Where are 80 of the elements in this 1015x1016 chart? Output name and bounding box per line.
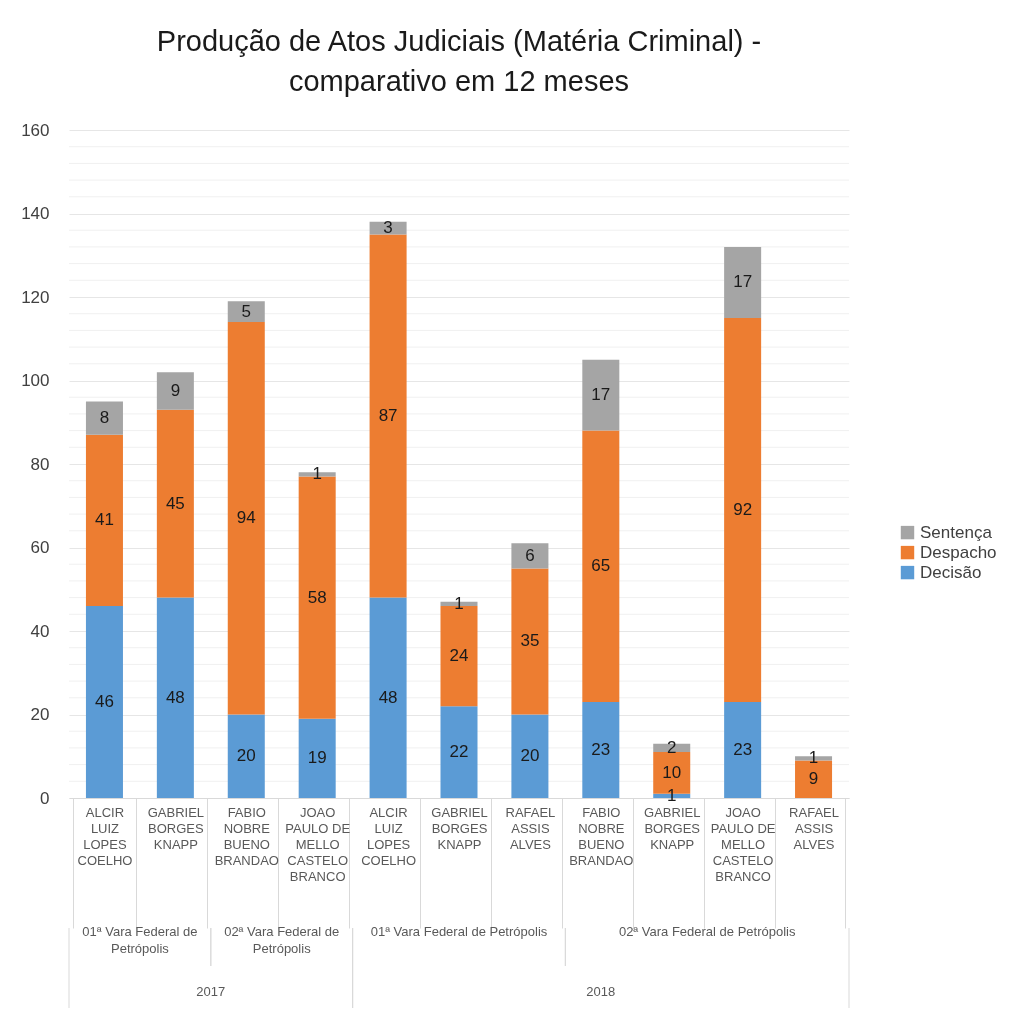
y-tick-label: 140 — [21, 204, 50, 223]
data-label: 9 — [808, 769, 819, 789]
bar — [156, 597, 194, 798]
text: 2017 — [196, 984, 226, 999]
data-label: 10 — [662, 762, 682, 782]
data-label: 17 — [733, 272, 753, 292]
data-label: 2 — [666, 737, 677, 757]
data-label: 41 — [94, 510, 114, 530]
text: 01ª Vara Federal de Petrópolis — [82, 924, 198, 956]
text: 2018 — [586, 984, 616, 999]
bar — [724, 317, 762, 702]
bar — [440, 706, 478, 798]
bar — [369, 597, 407, 798]
x-tick-label: JOAO PAULO DE MELLO CASTELO BRANCO — [285, 804, 351, 884]
y-tick-label: 160 — [21, 120, 50, 140]
data-label: 20 — [236, 746, 256, 766]
data-label: 19 — [307, 748, 327, 768]
x-tick-label: FABIO NOBRE BUENO BRANDAO — [569, 804, 634, 868]
data-label: 58 — [307, 587, 327, 607]
bar — [156, 409, 194, 598]
data-label: 17 — [591, 385, 611, 405]
chart-title: Produção de Atos Judiciais (Matéria Criminal) - comparativo em 12 meses — [156, 25, 762, 97]
data-label: 35 — [520, 631, 540, 651]
y-tick-label: 20 — [30, 705, 50, 724]
bar — [227, 322, 265, 715]
data-label: 24 — [449, 646, 469, 666]
y-tick-label: 80 — [30, 454, 50, 474]
data-label: 6 — [525, 545, 535, 565]
data-label: 48 — [165, 687, 185, 707]
bar — [511, 543, 549, 569]
data-label: 87 — [378, 405, 398, 425]
y-tick-label: 40 — [30, 621, 50, 641]
bar — [227, 301, 265, 323]
text: 01ª Vara Federal de Petrópolis — [370, 924, 548, 939]
y-tick-label: 120 — [21, 287, 50, 307]
x-tick-label: RAFAEL ASSIS ALVES — [505, 804, 556, 852]
data-label: 22 — [449, 742, 469, 762]
x-tick-label: JOAO PAULO DE MELLO CASTELO BRANCO — [710, 804, 776, 884]
data-label: 65 — [591, 556, 611, 576]
x-tick-label: ALCIR LUIZ LOPES COELHO — [77, 804, 133, 868]
bar — [156, 372, 194, 410]
bar — [511, 568, 549, 715]
x-tick-label: GABRIEL BORGES KNAPP — [147, 804, 205, 852]
y-tick-label: 0 — [40, 788, 50, 808]
x-tick-label: ALCIR LUIZ LOPES COELHO — [361, 804, 417, 868]
text: 02ª Vara Federal de Petrópolis — [618, 924, 796, 939]
data-label: 48 — [378, 687, 398, 707]
bar — [369, 234, 407, 598]
legend-label: Decisão — [920, 562, 982, 582]
bar — [511, 714, 549, 798]
data-label: 92 — [733, 499, 753, 519]
bar — [582, 359, 620, 431]
bar — [85, 434, 123, 606]
x-tick-label: FABIO NOBRE BUENO BRANDAO — [214, 804, 279, 868]
x-tick-label: GABRIEL BORGES KNAPP — [644, 804, 701, 852]
bar — [227, 714, 265, 798]
data-label: 9 — [170, 380, 181, 400]
data-label: 5 — [241, 301, 252, 321]
bar — [724, 701, 762, 798]
bar — [298, 718, 336, 798]
data-label: 3 — [383, 218, 393, 238]
data-label: 20 — [520, 746, 540, 766]
legend-label: Sentença — [920, 522, 993, 542]
data-label: 94 — [236, 508, 256, 528]
data-label: 46 — [94, 691, 114, 711]
data-label: 23 — [733, 739, 753, 759]
y-tick-label: 60 — [30, 538, 50, 557]
y-tick-label: 100 — [21, 371, 50, 390]
x-tick-label: GABRIEL BORGES KNAPP — [431, 804, 488, 852]
data-label: 45 — [165, 493, 185, 513]
data-label: 23 — [591, 739, 611, 759]
text: 02ª Vara Federal de Petrópolis — [224, 924, 340, 956]
legend-label: Despacho — [920, 542, 997, 562]
bar — [582, 701, 620, 798]
bar — [85, 401, 123, 435]
bar — [85, 605, 123, 798]
data-label: 8 — [99, 408, 110, 428]
bar — [582, 430, 620, 702]
bar — [724, 246, 762, 318]
x-tick-label: RAFAEL ASSIS ALVES — [789, 804, 839, 852]
